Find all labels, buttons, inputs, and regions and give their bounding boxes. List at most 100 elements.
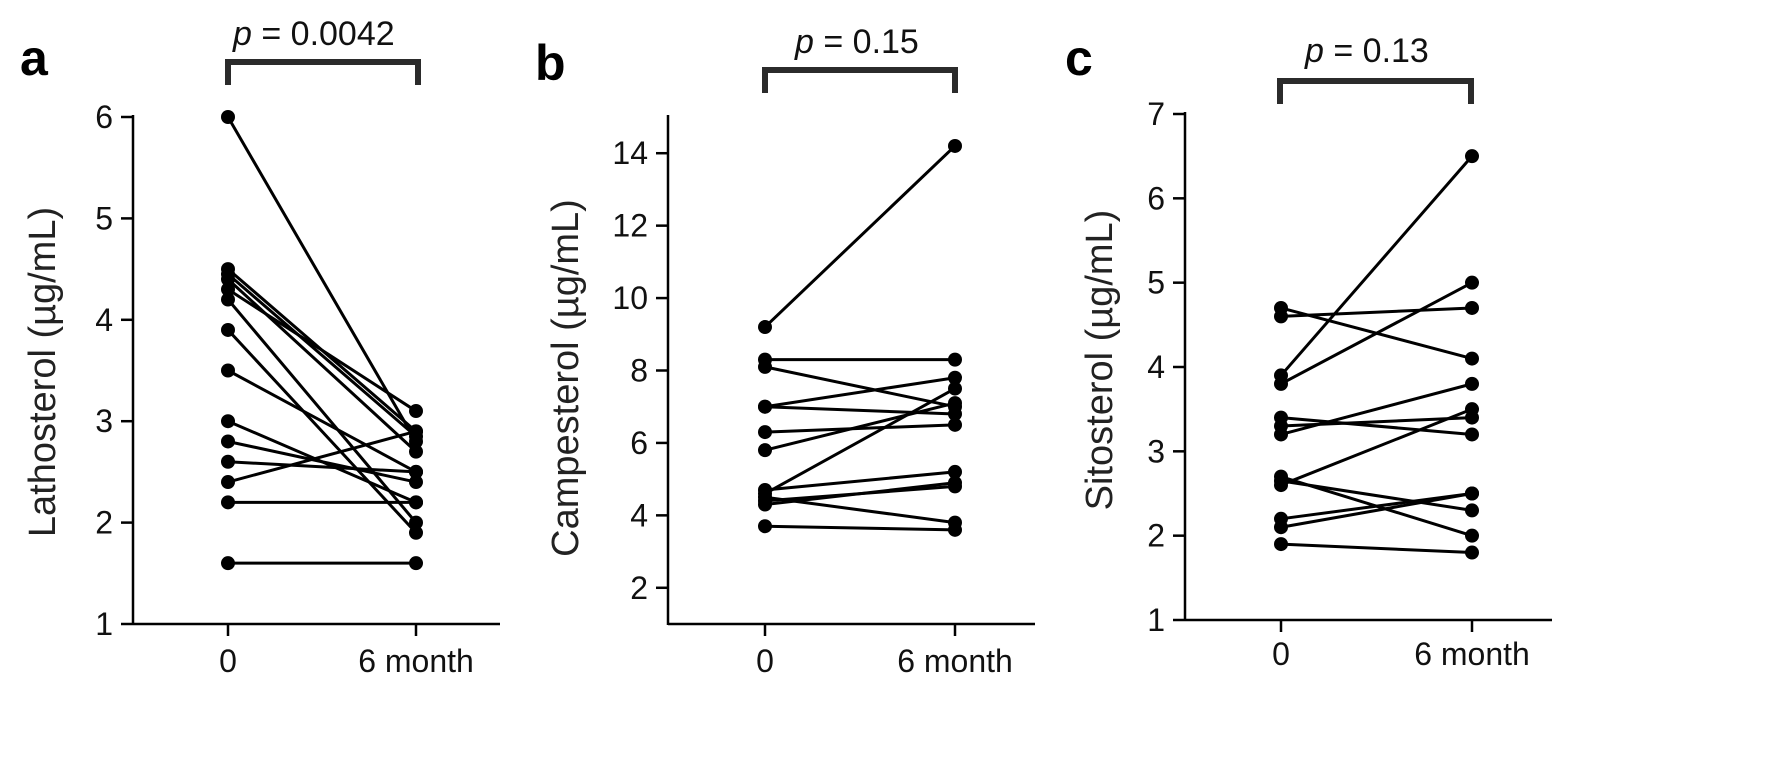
paired-line	[1280, 542, 1473, 555]
significance-bracket-c	[1277, 78, 1474, 104]
y-tick-label: 7	[1147, 96, 1165, 132]
data-point-baseline	[221, 454, 235, 469]
data-point-6-month	[948, 138, 962, 153]
data-point-6-month	[1465, 486, 1479, 501]
panel-letter-b: b	[535, 35, 566, 91]
data-point-6-month	[409, 444, 423, 459]
paired-line	[226, 328, 418, 534]
data-point-6-month	[1465, 149, 1479, 164]
paired-line	[1280, 407, 1473, 487]
x-tick-label: 6 month	[1414, 636, 1530, 672]
panel-c: c p = 0.13 Sitosterol (µg/mL) 1 2 3 4 5 6 7 0 6 …	[1065, 30, 1552, 672]
x-tick-label: 0	[1272, 636, 1290, 672]
data-point-baseline	[221, 475, 235, 490]
significance-bracket-b	[762, 67, 958, 93]
y-tick-label: 3	[1147, 433, 1165, 469]
x-tick-label: 6 month	[358, 643, 474, 679]
paired-line	[764, 387, 956, 495]
paired-line	[764, 470, 956, 492]
data-point-6-month	[1465, 545, 1479, 560]
paired-line	[226, 278, 418, 453]
paired-line	[764, 401, 956, 452]
paired-line	[227, 440, 417, 484]
data-point-baseline	[758, 425, 772, 440]
data-point-6-month	[1465, 427, 1479, 442]
paired-line	[764, 376, 956, 409]
series-lines-b	[763, 144, 957, 532]
y-tick-label: 4	[630, 497, 648, 533]
data-point-baseline	[1274, 473, 1288, 488]
y-tick-label: 1	[1147, 602, 1165, 638]
data-point-6-month	[948, 406, 962, 421]
data-point-6-month	[409, 424, 423, 439]
data-point-6-month	[409, 515, 423, 530]
x-tick-label: 6 month	[897, 643, 1013, 679]
data-point-6-month	[409, 556, 423, 571]
data-point-6-month	[1465, 275, 1479, 290]
data-point-baseline	[221, 495, 235, 510]
panel-b: b p = 0.15 Campesterol (µg/mL) 2 4 6 8 10 12 1…	[535, 23, 1035, 679]
p-value-label-b: p = 0.15	[794, 23, 919, 61]
data-point-baseline	[221, 363, 235, 378]
y-tick-label: 5	[95, 200, 113, 236]
paired-line	[1280, 492, 1473, 529]
data-point-baseline	[758, 497, 772, 512]
y-tick-label: 10	[612, 280, 648, 316]
paired-line	[1279, 155, 1474, 377]
data-point-6-month	[948, 352, 962, 367]
data-point-6-month	[1465, 376, 1479, 391]
panel-a: a p = 0.0042 Lathosterol (µg/mL) 1 2 3 4 5 6 0…	[20, 15, 500, 679]
paired-line	[227, 429, 417, 484]
y-tick-label: 2	[1147, 518, 1165, 554]
y-tick-label: 14	[612, 135, 648, 171]
y-tick-label: 4	[1147, 349, 1165, 385]
y-tick-label: 12	[612, 208, 648, 244]
data-point-6-month	[948, 396, 962, 411]
data-point-6-month	[1465, 351, 1479, 366]
data-point-baseline	[1274, 376, 1288, 391]
paired-line	[764, 524, 956, 532]
panel-letter-c: c	[1065, 30, 1093, 86]
data-point-baseline	[1274, 309, 1288, 324]
data-point-6-month	[1465, 402, 1479, 417]
data-point-baseline	[758, 359, 772, 374]
data-point-baseline	[221, 434, 235, 449]
paired-line	[1280, 382, 1473, 436]
data-point-6-month	[948, 370, 962, 385]
data-point-6-month	[409, 464, 423, 479]
y-axis-label-c: Sitosterol (µg/mL)	[1079, 210, 1121, 511]
data-point-baseline	[758, 519, 772, 534]
data-point-baseline	[758, 320, 772, 335]
paired-line	[226, 298, 418, 524]
data-point-baseline	[221, 292, 235, 307]
significance-bracket-a	[225, 59, 421, 85]
data-point-6-month	[409, 495, 423, 510]
data-points-b	[758, 138, 962, 537]
data-point-baseline	[221, 110, 235, 124]
data-point-6-month	[948, 464, 962, 479]
data-points-c	[1274, 149, 1479, 560]
paired-line	[764, 365, 956, 409]
data-point-baseline	[221, 322, 235, 337]
series-lines-a	[226, 116, 418, 565]
data-point-baseline	[221, 556, 235, 571]
data-point-6-month	[1465, 503, 1479, 518]
y-tick-label: 4	[95, 302, 113, 338]
y-tick-label: 6	[630, 425, 648, 461]
data-point-6-month	[409, 525, 423, 540]
paired-line	[764, 423, 956, 434]
paired-line	[226, 116, 418, 443]
y-tick-label: 5	[1147, 265, 1165, 301]
y-tick-label: 3	[95, 403, 113, 439]
y-tick-label: 6	[95, 99, 113, 135]
panel-letter-a: a	[20, 30, 49, 86]
y-axis-label-a: Lathosterol (µg/mL)	[22, 207, 64, 537]
data-point-baseline	[1274, 520, 1288, 535]
data-point-6-month	[409, 475, 423, 490]
paired-line	[764, 405, 956, 416]
p-value-label-a: p = 0.0042	[232, 15, 395, 53]
data-point-baseline	[221, 282, 235, 297]
y-tick-label: 8	[630, 353, 648, 389]
data-point-baseline	[221, 272, 235, 287]
